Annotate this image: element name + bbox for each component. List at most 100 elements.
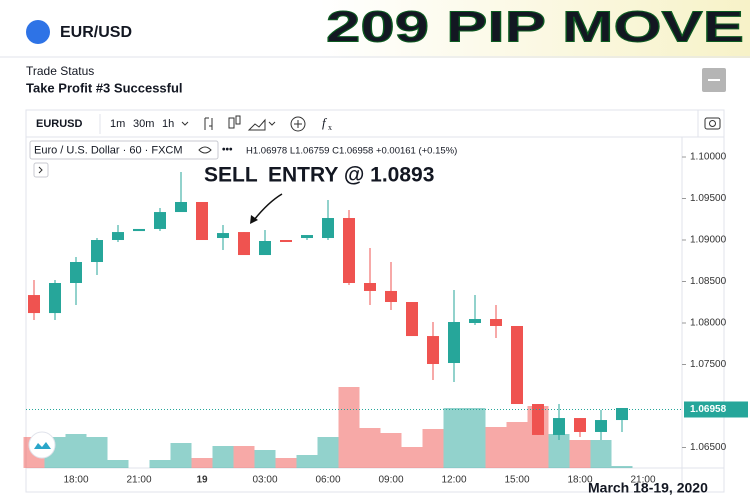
candle-body [553, 418, 565, 435]
x-tick-label: 15:00 [504, 475, 529, 486]
candle-body [175, 201, 187, 213]
indicators-plus [294, 120, 302, 128]
status-label: Trade Status [26, 64, 94, 78]
candle-body [595, 420, 607, 432]
x-tick-label: 21:00 [126, 475, 151, 486]
area-icon[interactable] [247, 118, 266, 131]
entry-label: ENTRY @ 1.0893 [268, 164, 434, 187]
interval[interactable]: 1h [162, 118, 174, 130]
candle-body [385, 290, 397, 303]
candle-body [469, 319, 481, 324]
volume-bar [107, 460, 129, 468]
volume-bar [464, 408, 486, 468]
volume-bar [317, 437, 339, 468]
expand-button[interactable] [33, 162, 49, 178]
volume-bar [338, 387, 360, 468]
status: Take Profit #3 Successful [26, 80, 183, 95]
candle-body [301, 235, 313, 239]
expand-icon [38, 166, 43, 174]
legend-instrument: Euro / U.S. Dollar · 60 · FXCM [34, 144, 183, 156]
candle-body [70, 262, 82, 284]
indicators-icon[interactable] [290, 116, 306, 132]
candle-body [616, 407, 628, 421]
y-tick-label: 1.09500 [690, 193, 727, 204]
candle-body [490, 319, 502, 326]
candle-body [364, 283, 376, 291]
volume-bar [443, 408, 465, 468]
volume-bar [275, 458, 297, 468]
candle-body [259, 241, 271, 256]
candle-body [343, 218, 355, 284]
candle-body [28, 295, 40, 314]
legend-box [29, 140, 219, 160]
toolbar-symbol[interactable]: EURUSD [36, 118, 83, 130]
candle-body [91, 240, 103, 263]
arrow-head [250, 215, 258, 224]
symbol: EUR/USD [60, 24, 132, 41]
volume-bar [296, 455, 318, 468]
volume-bar [359, 428, 381, 468]
y-tick-label: 1.08500 [690, 276, 727, 287]
volume-bar [485, 427, 507, 468]
fx-icon[interactable]: f [322, 115, 328, 130]
volume-bar [590, 440, 612, 468]
x-tick-label: 06:00 [315, 475, 340, 486]
last-price-label: 1.06958 [690, 404, 727, 415]
sell-label: SELL [204, 164, 258, 187]
candle-body [196, 201, 208, 241]
volume-bar [254, 450, 276, 468]
x-tick-label: 12:00 [441, 475, 466, 486]
banner: 209 PIP MOVE [326, 3, 744, 52]
candle-body [217, 233, 229, 239]
interval-dropdown[interactable] [181, 121, 189, 126]
volume-bar [65, 434, 87, 468]
volume-bar [86, 437, 108, 468]
logo-bg [28, 431, 56, 459]
volume-bar [212, 446, 234, 468]
y-tick-label: 1.07500 [690, 359, 727, 370]
symbol-icon [26, 20, 50, 44]
candles-icon[interactable] [235, 115, 241, 125]
y-tick-label: 1.09000 [690, 235, 727, 246]
chart-type-dropdown[interactable] [268, 121, 276, 126]
fx-icon-sub: x [328, 123, 332, 132]
x-tick-label: 03:00 [252, 475, 277, 486]
candle-body [427, 336, 439, 365]
eye-icon[interactable] [198, 146, 212, 154]
legend-ohlc: H1.06978 L1.06759 C1.06958 +0.00161 (+0.… [246, 146, 457, 157]
arrow [253, 193, 283, 221]
candle-body [322, 218, 334, 239]
date-label: March 18-19, 2020 [588, 480, 708, 496]
volume-bar [380, 433, 402, 468]
logo [34, 442, 51, 449]
bars-icon[interactable] [204, 117, 213, 130]
chart-frame [25, 109, 725, 493]
x-tick-label: 18:00 [567, 475, 592, 486]
camera-icon[interactable] [704, 117, 721, 130]
y-tick-label: 1.06500 [690, 442, 727, 453]
candle-body [133, 228, 145, 232]
volume-bar [569, 440, 591, 468]
camera-lens [709, 120, 716, 127]
more-icon[interactable]: ••• [222, 145, 233, 156]
candle-body [448, 322, 460, 364]
interval[interactable]: 1m [110, 118, 125, 130]
x-tick-label: 09:00 [378, 475, 403, 486]
candle-body [511, 325, 523, 405]
candles-icon[interactable] [228, 117, 235, 129]
candle-body [280, 240, 292, 243]
candle-body [406, 302, 418, 337]
interval[interactable]: 30m [133, 118, 154, 130]
banner-bg [320, 0, 750, 58]
volume-bar [506, 422, 528, 468]
x-tick-label: 18:00 [63, 475, 88, 486]
candle-body [154, 212, 166, 229]
volume-bar [233, 446, 255, 468]
candle-body [112, 232, 124, 241]
volume-bar [611, 466, 633, 468]
last-price-tag [684, 401, 748, 418]
x-tick-label: 19 [196, 475, 208, 486]
candle-body [49, 283, 61, 314]
